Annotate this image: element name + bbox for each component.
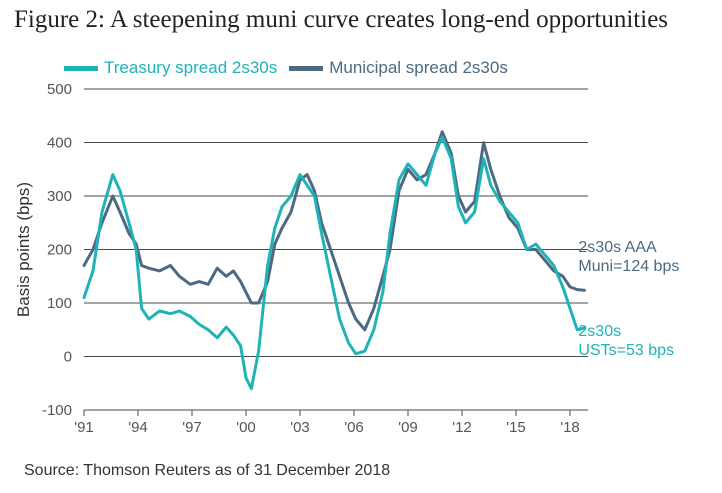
x-tick-label: '94	[128, 419, 148, 436]
annotation-treasury: 2s30s	[578, 323, 621, 340]
source-note: Source: Thomson Reuters as of 31 Decembe…	[24, 462, 391, 479]
x-tick-label: '06	[344, 419, 364, 436]
legend-swatch-treasury	[64, 65, 98, 71]
series-layer	[82, 130, 586, 391]
legend-label-municipal: Municipal spread 2s30s	[329, 58, 508, 77]
series-line-treasury	[82, 135, 586, 391]
annotation-municipal: Muni=124 bps	[578, 258, 679, 275]
y-tick-label: 300	[47, 188, 72, 205]
x-tick-label: '97	[182, 419, 202, 436]
x-tick-label: '18	[560, 419, 580, 436]
figure-title: Figure 2: A steepening muni curve create…	[14, 6, 669, 33]
x-tick-label: '00	[236, 419, 256, 436]
legend-item-treasury: Treasury spread 2s30s	[64, 58, 277, 78]
series-line-municipal	[82, 130, 586, 332]
legend-label-treasury: Treasury spread 2s30s	[104, 58, 278, 77]
y-tick-label: 500	[47, 81, 72, 98]
annotation-layer: 2s30s AAA Muni=124 bps 2s30s USTs=53 bps	[578, 239, 679, 359]
x-tick-label: '03	[290, 419, 310, 436]
grid-layer	[84, 88, 588, 411]
y-axis-title: Basis points (bps)	[14, 182, 33, 317]
y-tick-label: -100	[42, 402, 72, 419]
legend-item-municipal: Municipal spread 2s30s	[289, 58, 508, 78]
annotation-treasury: USTs=53 bps	[578, 342, 674, 359]
annotation-municipal: 2s30s AAA	[578, 239, 657, 256]
legend-swatch-municipal	[289, 65, 324, 71]
y-tick-label: 200	[47, 242, 72, 259]
x-tick-label: '91	[74, 419, 94, 436]
y-tick-label: 0	[64, 349, 72, 366]
x-tick-label: '09	[398, 419, 418, 436]
x-tick-label: '15	[506, 419, 526, 436]
y-tick-label: 100	[47, 295, 72, 312]
y-tick-label: 400	[47, 135, 72, 152]
chart-legend: Treasury spread 2s30s Municipal spread 2…	[64, 56, 520, 80]
axis-layer: -100 0 100 200 300 400 500 '91 '94 '97 '00 '03 '06 '0…	[14, 81, 580, 436]
x-tick-label: '12	[452, 419, 472, 436]
